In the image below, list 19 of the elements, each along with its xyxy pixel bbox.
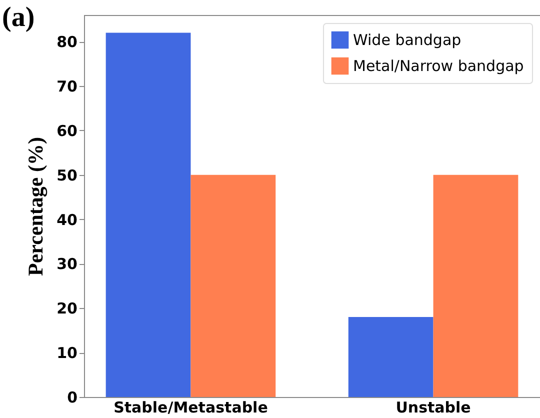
bar bbox=[433, 174, 518, 397]
y-tick-label: 40 bbox=[56, 210, 78, 229]
y-tick-label: 50 bbox=[56, 166, 78, 184]
y-tick-label: 80 bbox=[56, 33, 78, 52]
text: (a) bbox=[2, 2, 35, 34]
legend-label: Metal/Narrow bandgap bbox=[353, 57, 524, 75]
y-axis-title: Percentage (%) bbox=[24, 137, 48, 276]
y-tick-label: 0 bbox=[67, 388, 78, 406]
y-tick-label: 30 bbox=[56, 255, 78, 274]
y-tick-label: 70 bbox=[56, 78, 78, 96]
bar bbox=[106, 32, 191, 397]
x-tick-label: Stable/Metastable bbox=[114, 398, 268, 416]
bar bbox=[190, 174, 276, 397]
x-tick-label: Unstable bbox=[396, 398, 471, 416]
y-tick-label: 20 bbox=[56, 300, 78, 318]
legend-label: Wide bandgap bbox=[353, 31, 462, 49]
y-tick-label: 60 bbox=[56, 122, 78, 140]
bar bbox=[348, 317, 434, 397]
y-tick-label: 10 bbox=[56, 344, 78, 362]
